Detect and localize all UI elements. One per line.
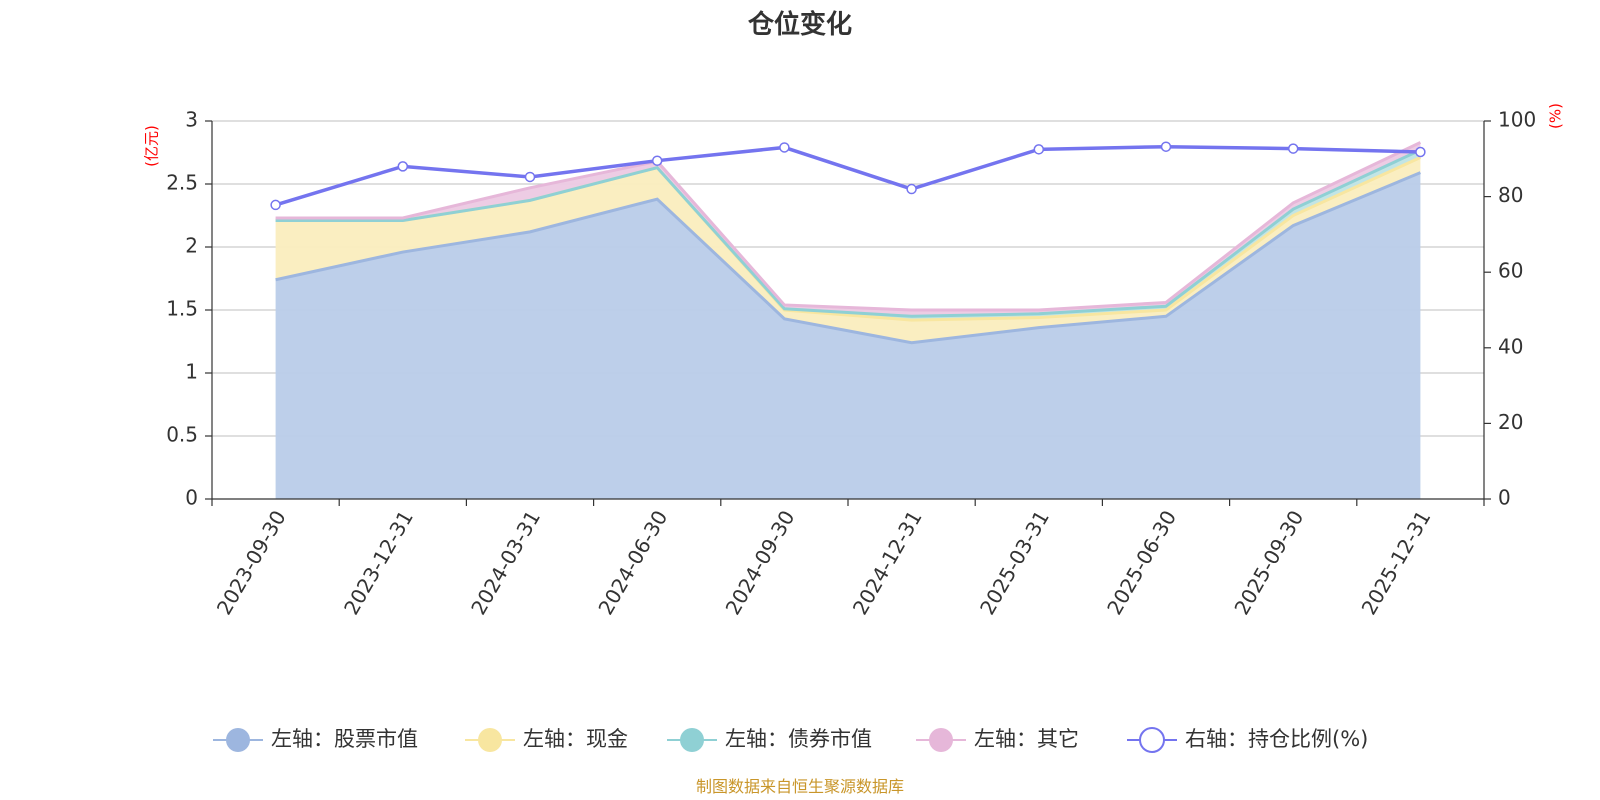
- x-tick-label: 2023-09-30: [212, 506, 291, 619]
- legend-item: 左轴：债券市值: [667, 727, 872, 752]
- legend-marker: [478, 728, 502, 752]
- stacked-areas: [275, 141, 1422, 499]
- ratio-point: [651, 155, 663, 166]
- right-axis-unit: (%): [1547, 103, 1565, 129]
- ratio-line: [275, 144, 1421, 207]
- legend-item: 右轴：持仓比例(%): [1127, 727, 1368, 753]
- ratio-point: [779, 142, 790, 153]
- x-tick-label: 2024-03-31: [466, 506, 545, 619]
- x-tick-label: 2025-12-31: [1357, 506, 1436, 619]
- x-tick-label: 2025-09-30: [1229, 506, 1308, 619]
- x-tick-label: 2025-03-31: [975, 506, 1054, 619]
- legend-marker: [929, 728, 953, 752]
- legend-item: 左轴：其它: [916, 727, 1079, 752]
- left-axis-unit: (亿元): [143, 125, 161, 167]
- legend-label: 右轴：持仓比例(%): [1185, 727, 1368, 751]
- x-tick-label: 2024-09-30: [721, 506, 800, 619]
- legend-item: 左轴：股票市值: [213, 727, 418, 752]
- right-tick-label: 80: [1498, 183, 1523, 207]
- area-左轴：股票市值: [275, 172, 1421, 499]
- legend-label: 左轴：股票市值: [271, 727, 418, 751]
- right-tick-label: 0: [1498, 486, 1511, 510]
- ratio-point: [524, 171, 536, 183]
- line-左轴：债券市值: [275, 148, 1422, 318]
- legend-marker: [680, 728, 704, 752]
- legend-item: 左轴：现金: [465, 727, 628, 752]
- legend: 左轴：股票市值 左轴：现金 左轴：债券市值 左轴：其它 右轴：持仓比例(%): [213, 727, 1368, 753]
- left-tick-label: 1.5: [166, 297, 198, 321]
- left-tick-label: 0.5: [166, 423, 198, 447]
- right-tick-label: 40: [1498, 334, 1523, 358]
- x-tick-label: 2023-12-31: [339, 506, 418, 619]
- legend-label: 左轴：债券市值: [725, 727, 872, 751]
- x-tick-label: 2024-06-30: [593, 506, 672, 619]
- legend-marker: [226, 728, 250, 752]
- line-左轴：股票市值: [275, 171, 1421, 345]
- ratio-point: [1287, 143, 1299, 154]
- left-tick-label: 3: [185, 108, 198, 132]
- ratio-point: [1415, 146, 1426, 158]
- x-tick-label: 2024-12-31: [848, 506, 927, 619]
- legend-label: 左轴：其它: [974, 727, 1079, 751]
- left-tick-label: 2.5: [166, 171, 198, 195]
- ratio-point: [270, 199, 281, 211]
- left-tick-label: 1: [185, 360, 198, 384]
- right-tick-label: 60: [1498, 259, 1523, 283]
- legend-label: 左轴：现金: [523, 727, 628, 751]
- data-source-note: 制图数据来自恒生聚源数据库: [696, 777, 904, 796]
- ratio-point: [1033, 144, 1045, 155]
- position-ratio-series: [270, 141, 1426, 211]
- area-左轴：现金: [275, 157, 1421, 343]
- left-tick-label: 0: [185, 486, 198, 510]
- ratio-point: [397, 161, 409, 172]
- right-tick-label: 100: [1498, 108, 1536, 132]
- right-tick-label: 20: [1498, 410, 1523, 434]
- x-tick-label: 2025-06-30: [1102, 506, 1181, 619]
- line-左轴：其它: [275, 141, 1422, 312]
- ratio-point: [1160, 141, 1172, 152]
- ratio-point: [906, 183, 917, 195]
- legend-marker: [1139, 727, 1165, 753]
- left-tick-label: 2: [185, 234, 198, 258]
- area-左轴：其它: [275, 142, 1421, 317]
- chart-title: 仓位变化: [747, 9, 852, 40]
